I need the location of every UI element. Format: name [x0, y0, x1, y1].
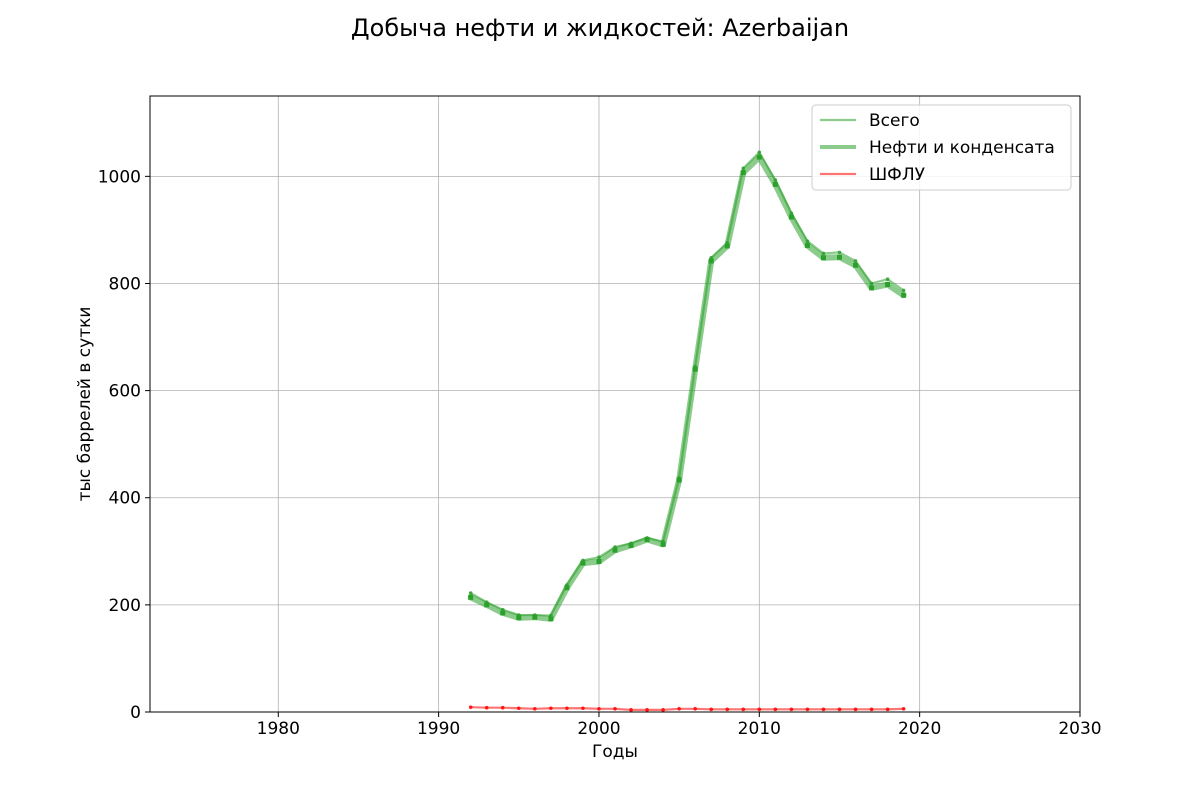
series-2-point [549, 706, 553, 711]
x-tick-label: 2020 [898, 719, 941, 739]
series-2-point [484, 705, 489, 710]
series-2-point [725, 707, 730, 712]
series-1-point [548, 616, 554, 622]
series-2-point [789, 707, 794, 712]
series-1-point [820, 255, 826, 261]
series-2-point [468, 705, 473, 709]
x-tick-label: 1980 [257, 719, 300, 739]
series-2-point [677, 706, 681, 711]
series-1-point [853, 262, 859, 268]
series-1-point [804, 242, 810, 248]
series-2-point [837, 707, 842, 712]
series-1-point [612, 547, 618, 553]
y-tick-label: 800 [109, 274, 141, 294]
legend-label-2: ШФЛУ [869, 165, 926, 185]
series-2-point [645, 708, 649, 712]
series-1-point [692, 366, 698, 372]
series-0-point [885, 277, 890, 281]
series-0-point [468, 591, 473, 595]
series-2-point [821, 707, 826, 712]
series-2-point [629, 708, 633, 712]
series-1-point [596, 558, 602, 564]
series-0-point [837, 250, 842, 255]
series-1-point [484, 602, 490, 608]
series-2-point [773, 707, 778, 712]
x-axis-label: Годы [592, 742, 638, 762]
series-0-point [757, 150, 762, 155]
series-1-point [580, 560, 586, 566]
series-line-2 [469, 706, 905, 711]
series-1-point [885, 282, 891, 288]
series-line-1 [467, 154, 907, 622]
series-1-point [869, 285, 875, 291]
y-tick-label: 400 [109, 489, 141, 509]
y-tick-label: 600 [109, 382, 141, 402]
y-tick-label: 200 [109, 596, 141, 616]
legend-label-1: Нефти и конденсата [869, 138, 1055, 158]
series-2-point [533, 706, 537, 711]
series-lines [467, 150, 907, 712]
series-2-point [516, 706, 521, 711]
series-1-point [901, 292, 907, 298]
series-2-point [805, 707, 810, 712]
axis-ticks: 1980 1990 2000 2010 2020 2030 0 200 400 600 800 100… [98, 167, 1102, 739]
series-2-point [581, 706, 585, 711]
series-2-point [693, 706, 697, 711]
series-2-point [869, 707, 874, 712]
series-2-point [741, 707, 746, 712]
series-1-point [772, 181, 778, 187]
legend-box [811, 104, 1072, 191]
series-2-point [597, 706, 601, 711]
x-tick-label: 2010 [738, 719, 781, 739]
series-2-point [709, 707, 714, 712]
series-1-point [708, 258, 714, 264]
series-2-point [901, 706, 906, 711]
legend: Всего Нефти и конденсата ШФЛУ [811, 104, 1072, 191]
series-2-point [757, 707, 762, 712]
series-1-point [660, 541, 666, 547]
series-1-point [532, 614, 538, 620]
legend-label-0: Всего [869, 111, 920, 131]
series-1-point [644, 537, 650, 543]
series-2-point [500, 705, 505, 710]
y-tick-label: 0 [130, 703, 141, 723]
series-1-point [500, 610, 506, 616]
series-1-point [756, 154, 762, 160]
chart-title: Добыча нефти и жидкостей: Azerbaijan [351, 14, 849, 42]
y-axis-label: тыс баррелей в сутки [75, 307, 95, 502]
series-2-point [565, 706, 569, 711]
series-2-point [613, 706, 617, 711]
series-2-point [885, 707, 890, 712]
series-line-0 [469, 151, 905, 617]
series-1-point [628, 542, 634, 548]
x-tick-label: 2000 [577, 719, 620, 739]
series-1-point [516, 615, 522, 621]
x-tick-label: 1990 [417, 719, 460, 739]
series-1-point [676, 477, 682, 483]
series-1-point [836, 254, 842, 260]
series-2-point [853, 707, 858, 712]
series-1-point [564, 585, 570, 591]
series-1-point [788, 214, 794, 220]
y-tick-label: 1000 [98, 167, 141, 187]
series-1-point [468, 594, 474, 600]
plot-frame [149, 95, 1081, 713]
series-2-point [661, 708, 665, 712]
series-1-point [740, 170, 746, 176]
series-1-point [724, 243, 730, 249]
x-tick-label: 2030 [1058, 719, 1101, 739]
